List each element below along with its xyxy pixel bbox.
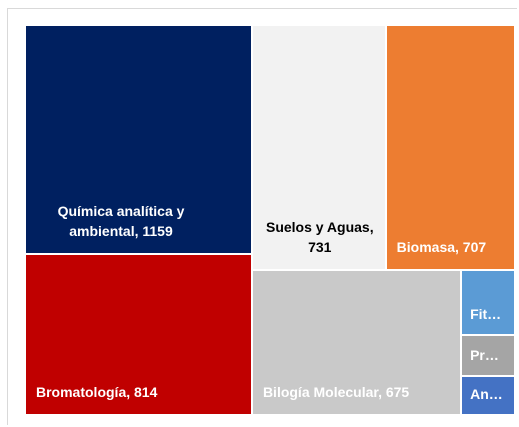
tile-label: Bilogía Molecular, 675 xyxy=(262,383,410,400)
tile-label: Bromatología, 814 xyxy=(36,383,158,400)
tile-label: Fit… xyxy=(470,306,502,323)
treemap-tile: Pr… xyxy=(462,336,514,375)
treemap: Química analítica y ambiental, 1159 Broma… xyxy=(25,25,515,415)
treemap-tile: Bilogía Molecular, 675 xyxy=(252,271,461,414)
treemap-tile: Biomasa, 707 xyxy=(386,26,514,270)
tile-label: Química analítica y ambiental, 1159 xyxy=(57,203,185,240)
treemap-tile: Fit… xyxy=(462,271,514,335)
tile-label: Pr… xyxy=(470,346,499,363)
chart-frame xyxy=(7,8,517,425)
treemap-tile: An… xyxy=(462,376,514,414)
tile-label: Suelos y Aguas, 731 xyxy=(265,219,374,256)
tile-label: Biomasa, 707 xyxy=(396,239,487,256)
treemap-tile: Química analítica y ambiental, 1159 xyxy=(26,26,251,254)
treemap-tile: Bromatología, 814 xyxy=(26,255,251,414)
tile-label: An… xyxy=(470,385,503,402)
treemap-tile: Suelos y Aguas, 731 xyxy=(252,26,385,270)
